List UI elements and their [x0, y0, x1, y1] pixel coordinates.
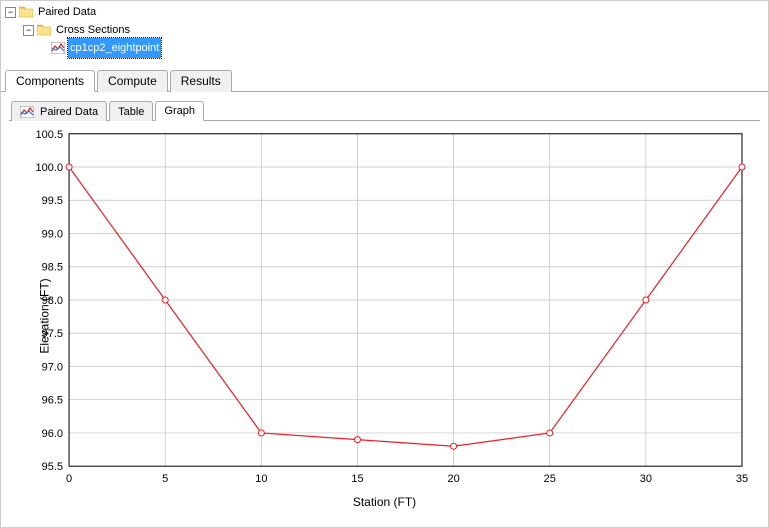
chart-container: Elevation (FT) Station (FT) 051015202530…	[9, 121, 760, 511]
tree-node-leaf[interactable]: cp1cp2_eightpoint	[5, 39, 764, 57]
svg-text:100.0: 100.0	[36, 162, 64, 174]
content-area: Paired Data Table Graph Elevation (FT) S…	[1, 92, 768, 522]
tab-results[interactable]: Results	[170, 70, 232, 92]
chart-icon	[51, 42, 65, 54]
chart-icon	[20, 106, 34, 118]
x-axis-label: Station (FT)	[353, 495, 416, 509]
y-axis-label: Elevation (FT)	[38, 278, 52, 353]
svg-text:30: 30	[640, 473, 652, 485]
chart-plot: 0510152025303595.596.096.597.097.598.098…	[9, 121, 760, 511]
tab-components[interactable]: Components	[5, 70, 95, 92]
tree-label: Cross Sections	[54, 20, 132, 40]
svg-text:35: 35	[736, 473, 748, 485]
svg-text:5: 5	[162, 473, 168, 485]
svg-text:99.5: 99.5	[42, 195, 63, 207]
tree-node-paired-data[interactable]: − Paired Data	[5, 3, 764, 21]
tree-node-cross-sections[interactable]: − Cross Sections	[5, 21, 764, 39]
subtab-paired-data[interactable]: Paired Data	[11, 101, 107, 121]
svg-text:97.0: 97.0	[42, 361, 63, 373]
svg-text:0: 0	[66, 473, 72, 485]
tree-label: Paired Data	[36, 2, 98, 22]
folder-icon	[19, 6, 33, 18]
svg-text:98.5: 98.5	[42, 262, 63, 274]
svg-text:25: 25	[544, 473, 556, 485]
svg-text:96.0: 96.0	[42, 428, 63, 440]
collapse-icon[interactable]: −	[23, 25, 34, 36]
svg-text:100.5: 100.5	[36, 129, 64, 141]
svg-text:15: 15	[351, 473, 363, 485]
tree-panel: − Paired Data − Cross Sections cp1cp2_ei…	[1, 1, 768, 63]
subtab-graph[interactable]: Graph	[155, 101, 204, 121]
tree-label-selected: cp1cp2_eightpoint	[68, 38, 161, 58]
subtab-label: Paired Data	[40, 106, 98, 118]
svg-text:20: 20	[447, 473, 459, 485]
svg-text:96.5: 96.5	[42, 395, 63, 407]
sub-tab-bar: Paired Data Table Graph	[9, 100, 760, 121]
svg-text:10: 10	[255, 473, 267, 485]
svg-text:99.0: 99.0	[42, 228, 63, 240]
main-tab-bar: Components Compute Results	[1, 69, 768, 92]
subtab-table[interactable]: Table	[109, 101, 153, 121]
folder-icon	[37, 24, 51, 36]
svg-text:95.5: 95.5	[42, 461, 63, 473]
tab-compute[interactable]: Compute	[97, 70, 168, 92]
collapse-icon[interactable]: −	[5, 7, 16, 18]
